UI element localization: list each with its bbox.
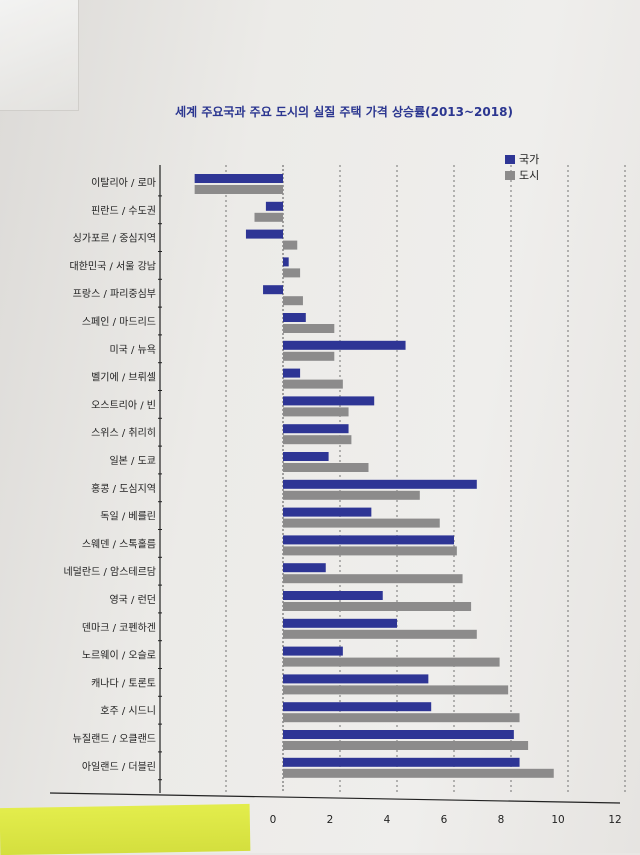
bar-city (194, 185, 283, 194)
bar-city (283, 741, 529, 750)
x-axis-line (49, 792, 621, 804)
bar-city (283, 268, 301, 278)
bar-country (194, 174, 283, 183)
category-label: 오스트리아 / 빈 (91, 399, 156, 411)
category-label: 스위스 / 취리히 (91, 426, 156, 439)
bar-country (283, 702, 432, 712)
category-label: 미국 / 뉴욕 (109, 344, 156, 356)
category-label: 홍콩 / 도심지역 (91, 482, 156, 495)
bar-city (283, 574, 463, 584)
x-tick-label: 0 (270, 814, 277, 826)
category-label: 이탈리아 / 로마 (91, 176, 156, 189)
bar-country (263, 285, 283, 295)
axes (49, 165, 621, 804)
x-tick-label: 8 (498, 814, 505, 826)
bar-city (283, 240, 298, 250)
bar-country (265, 201, 283, 211)
category-label: 캐나다 / 토론토 (91, 677, 156, 689)
bar-country (283, 674, 429, 684)
bar-city (283, 657, 500, 667)
category-label: 네덜란드 / 암스테르담 (63, 566, 156, 578)
bar-country (283, 452, 329, 461)
category-label: 호주 / 시드니 (100, 705, 156, 717)
bar-city (283, 685, 509, 695)
bar-country (283, 257, 289, 267)
x-tick-label: 12 (608, 814, 621, 826)
x-tick-label: 10 (551, 814, 564, 826)
bar-city (283, 490, 420, 500)
category-label: 벨기에 / 브뤼셀 (91, 372, 156, 384)
legend-swatch (505, 171, 515, 180)
bar-country (283, 424, 349, 434)
sticky-note (0, 803, 251, 855)
bar-city (283, 463, 369, 472)
bar-city (254, 212, 283, 222)
category-label: 핀란드 / 수도권 (91, 205, 156, 217)
bar-city (283, 546, 457, 556)
x-tick-labels: -2024681012 (208, 814, 622, 826)
bar-city (283, 518, 440, 528)
bar-country (283, 618, 397, 628)
category-label: 아일랜드 / 더블린 (82, 761, 156, 773)
bar-country (283, 507, 372, 517)
bar-country (283, 591, 383, 600)
x-tick-label: 4 (384, 814, 391, 826)
legend-swatch (505, 155, 515, 164)
legend-label: 국가 (519, 153, 539, 166)
bar-city (283, 602, 472, 611)
bar-city (283, 324, 335, 333)
bar-country (283, 563, 326, 573)
category-label: 대한민국 / 서울 강남 (69, 260, 156, 272)
category-label: 스페인 / 마드리드 (82, 316, 156, 328)
bar-country (283, 313, 306, 322)
category-label: 뉴질랜드 / 오클랜드 (73, 733, 156, 745)
bar-country (283, 340, 406, 350)
bar-country (283, 368, 301, 378)
paper-fold (0, 0, 79, 111)
bar-country (283, 396, 375, 406)
bar-city (283, 407, 349, 417)
bar-country (245, 229, 283, 239)
bar-city (283, 296, 303, 306)
bars (194, 174, 554, 778)
x-tick-label: 6 (441, 814, 448, 826)
bar-country (283, 535, 454, 545)
bar-city (283, 435, 352, 445)
category-label: 싱가포르 / 중심지역 (73, 233, 156, 245)
bar-city (283, 351, 335, 361)
category-label: 스웨덴 / 스톡홀름 (82, 537, 156, 550)
category-label: 프랑스 / 파리중심부 (73, 288, 156, 300)
legend-label: 도시 (519, 169, 539, 182)
category-label: 독일 / 베를린 (100, 511, 156, 523)
category-label: 영국 / 런던 (109, 594, 156, 606)
category-label: 일본 / 도쿄 (109, 455, 156, 467)
bar-country (283, 757, 520, 767)
x-tick-label: 2 (327, 814, 334, 826)
bar-city (283, 379, 343, 389)
chart-title: 세계 주요국과 주요 도시의 실질 주택 가격 상승률(2013~2018) (175, 104, 513, 119)
bar-country (283, 730, 514, 739)
bar-city (283, 768, 554, 778)
category-label: 덴마크 / 코펜하겐 (82, 621, 156, 634)
bar-country (283, 646, 343, 656)
bar-city (283, 713, 520, 723)
bar-country (283, 479, 477, 489)
category-label: 노르웨이 / 오슬로 (82, 650, 156, 662)
bar-city (283, 629, 477, 639)
